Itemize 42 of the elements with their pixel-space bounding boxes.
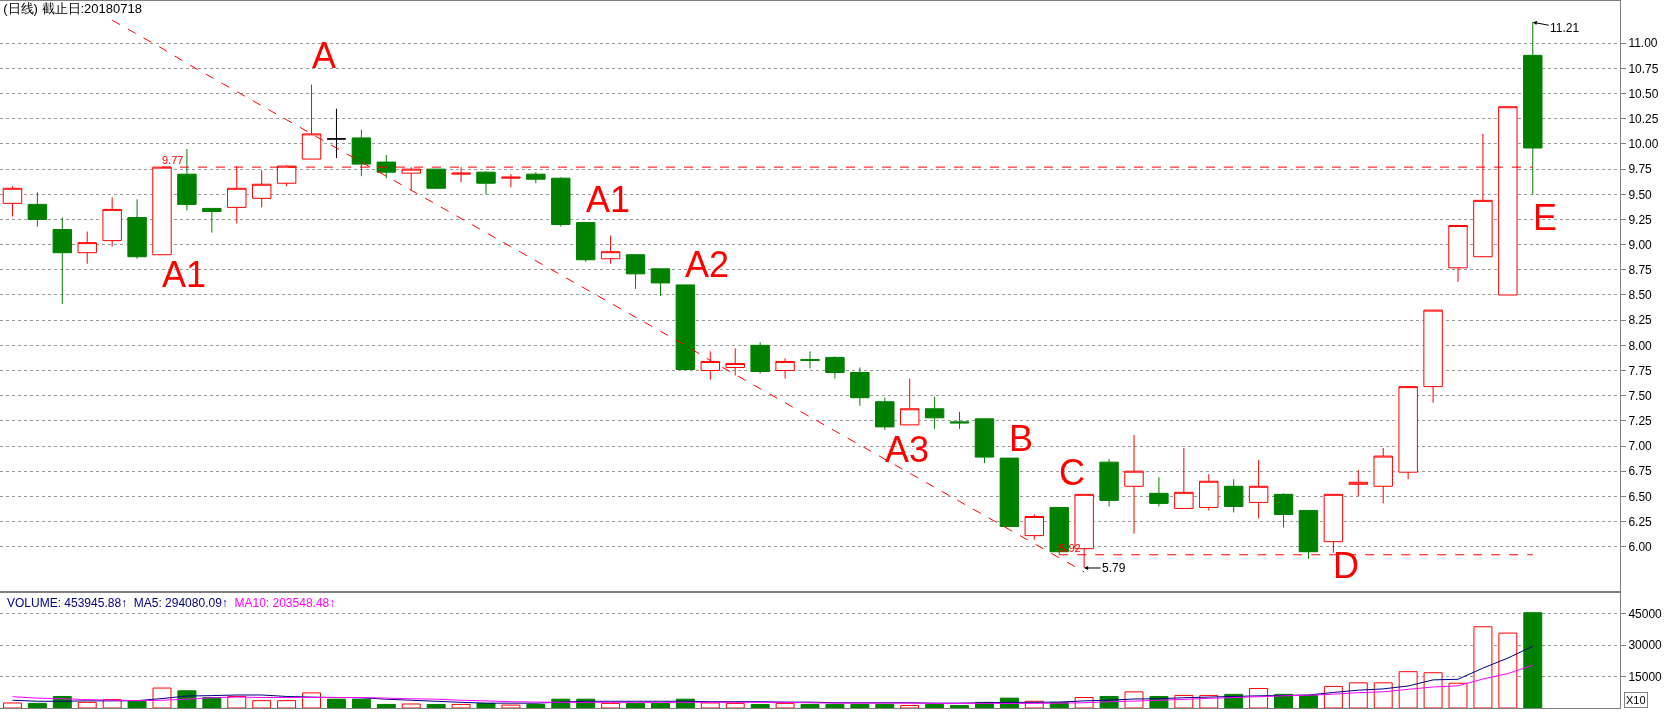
y-tick-label: 6.00 bbox=[1628, 539, 1653, 554]
y-tick-label: 10.75 bbox=[1628, 61, 1659, 76]
y-tick-label: 9.25 bbox=[1628, 212, 1653, 227]
y-tick-label: 10.25 bbox=[1628, 112, 1659, 126]
annotation: B bbox=[1009, 418, 1034, 459]
annotation: C bbox=[1059, 452, 1085, 493]
annotation: A1 bbox=[586, 179, 631, 220]
data-label: 9.77 bbox=[162, 154, 184, 167]
y-tick-label: 45000 bbox=[1628, 606, 1663, 621]
y-tick-label: 6.25 bbox=[1628, 514, 1653, 529]
y-tick-label: 7.75 bbox=[1628, 363, 1653, 378]
annotation: VOLUME: 453945.88↑ bbox=[7, 596, 128, 610]
text: MA10: 203548.48↑ bbox=[234, 596, 336, 610]
y-tick-label: 7.50 bbox=[1628, 388, 1653, 403]
y-tick-label: 8.25 bbox=[1628, 313, 1653, 328]
annotation: D bbox=[1333, 545, 1359, 586]
y-tick-label: 9.50 bbox=[1628, 187, 1653, 202]
y-tick-label: 30000 bbox=[1628, 638, 1663, 653]
annotation: E bbox=[1533, 197, 1558, 238]
y-tick-label: 11.00 bbox=[1628, 36, 1658, 51]
annotation: 5.79 bbox=[1102, 561, 1126, 575]
y-tick-label: 9.75 bbox=[1628, 162, 1653, 177]
y-tick-label: 10.50 bbox=[1628, 86, 1659, 101]
text: 11.21 bbox=[1550, 21, 1580, 35]
annotation: A3 bbox=[885, 429, 930, 470]
annotation: A2 bbox=[685, 244, 730, 285]
y-tick-label: 6.75 bbox=[1628, 464, 1653, 479]
annotation: A bbox=[312, 35, 337, 76]
text: MA5: 294080.09↑ bbox=[133, 596, 228, 610]
chart-title: (日线) 截止日:20180718 bbox=[3, 1, 142, 17]
y-tick-label: 8.75 bbox=[1628, 263, 1653, 278]
y-tick-label: 7.00 bbox=[1628, 439, 1653, 454]
y-tick-label: 6.50 bbox=[1628, 489, 1653, 504]
y-axis-title: X10 bbox=[1626, 694, 1646, 706]
y-tick-label: 7.25 bbox=[1628, 414, 1653, 429]
y-tick-label: 8.00 bbox=[1628, 338, 1653, 353]
y-tick-label: 9.00 bbox=[1628, 237, 1653, 252]
y-tick-label: 15000 bbox=[1628, 669, 1663, 684]
y-tick-label: 8.50 bbox=[1628, 288, 1653, 303]
data-label: 5.92 bbox=[1059, 542, 1081, 554]
annotation: A1 bbox=[162, 254, 207, 295]
y-tick-label: 10.00 bbox=[1628, 137, 1659, 152]
